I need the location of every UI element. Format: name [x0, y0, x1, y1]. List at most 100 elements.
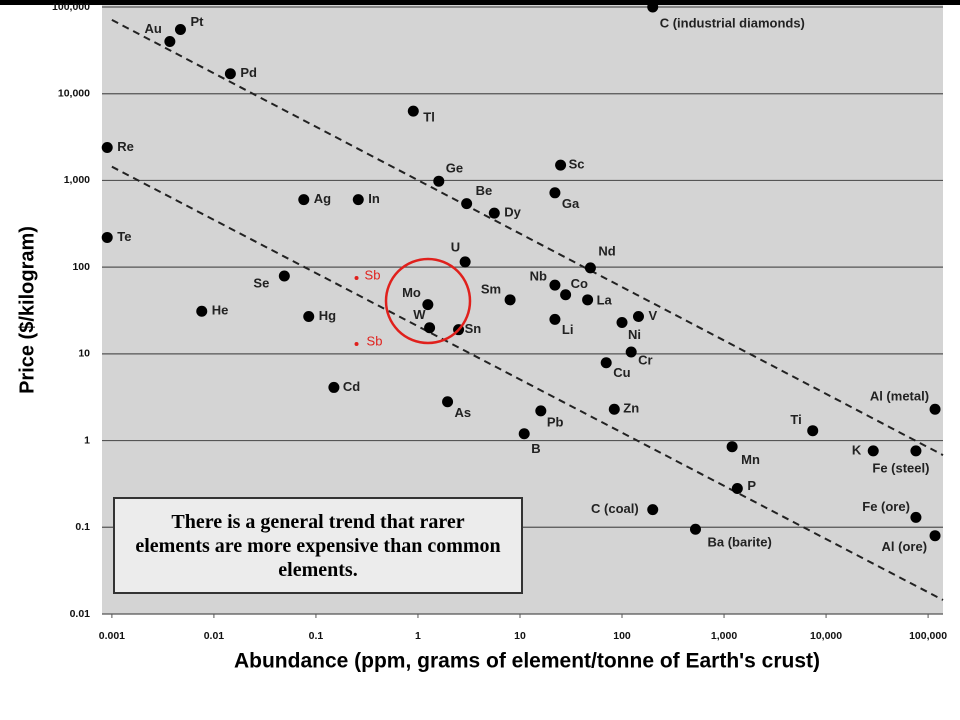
y-tick-label: 0.1 — [75, 521, 90, 533]
point — [625, 346, 637, 358]
point — [867, 445, 879, 457]
point-label: Pt — [190, 14, 204, 29]
point-label: La — [597, 292, 613, 307]
point-label: He — [212, 303, 229, 318]
point — [518, 428, 530, 440]
point — [442, 396, 454, 408]
point — [354, 341, 359, 346]
point — [224, 68, 236, 80]
point — [328, 381, 340, 393]
point — [582, 294, 594, 306]
point-label: Te — [117, 229, 131, 244]
point — [352, 194, 364, 206]
y-tick-label: 10,000 — [58, 87, 90, 99]
point-label: Tl — [423, 110, 435, 125]
point — [910, 445, 922, 457]
point — [689, 523, 701, 535]
point — [731, 483, 743, 495]
point — [616, 316, 628, 328]
point-label: Al (metal) — [870, 389, 929, 404]
point-label: Cr — [638, 352, 652, 367]
point — [196, 305, 208, 317]
annotation-box: There is a general trend that rarer elem… — [113, 497, 523, 594]
trend-line — [111, 19, 944, 456]
point-label: Cd — [343, 379, 360, 394]
point-label: Nb — [530, 269, 547, 284]
point — [461, 198, 473, 210]
trend-line — [111, 165, 944, 601]
point-label: As — [455, 405, 472, 420]
point-label: Hg — [319, 308, 336, 323]
highlight-circle — [384, 257, 472, 345]
point-label: W — [413, 307, 426, 322]
point — [726, 441, 738, 453]
point — [504, 294, 516, 306]
y-axis-title: Price ($/kilogram) — [16, 226, 38, 394]
point — [555, 159, 567, 171]
x-tick-label: 100,000 — [909, 630, 947, 642]
point — [608, 403, 620, 415]
point-label: Pd — [240, 65, 257, 80]
point-label: In — [368, 191, 380, 206]
point — [298, 194, 310, 206]
point-label: Cu — [613, 365, 630, 380]
point-label: Sb — [365, 267, 381, 282]
point-label: Sm — [481, 281, 501, 296]
point-label: Mn — [741, 452, 760, 467]
point-label: Ti — [790, 412, 801, 427]
point-label: Re — [117, 139, 134, 154]
point — [422, 299, 434, 311]
point — [549, 279, 561, 291]
x-tick-label: 100 — [613, 630, 631, 642]
x-tick-label: 1 — [415, 630, 421, 642]
point — [459, 256, 471, 268]
x-axis-title: Abundance (ppm, grams of element/tonne o… — [234, 650, 820, 673]
point-label: Ge — [446, 161, 463, 176]
point — [600, 357, 612, 369]
point — [560, 289, 572, 301]
x-tick-label: 0.01 — [204, 630, 225, 642]
x-tick-label: 0.001 — [99, 630, 125, 642]
y-tick-label: 1 — [84, 434, 90, 446]
point — [101, 231, 113, 243]
y-tick-label: 100,000 — [52, 1, 90, 13]
point-label: Ag — [314, 191, 331, 206]
point — [549, 187, 561, 199]
point-label: Li — [562, 322, 574, 337]
y-tick-label: 0.01 — [70, 608, 91, 620]
point — [647, 504, 659, 516]
point-label: Dy — [504, 205, 521, 220]
x-tick-label: 10 — [514, 630, 526, 642]
point — [101, 141, 113, 153]
y-tick-label: 10 — [78, 348, 90, 360]
point-label: C (industrial diamonds) — [660, 15, 805, 30]
point — [929, 403, 941, 415]
point — [303, 310, 315, 322]
point-label: Sn — [465, 321, 482, 336]
point — [407, 105, 419, 117]
point — [910, 511, 922, 523]
point — [354, 275, 359, 280]
point — [632, 310, 644, 322]
point-label: Sb — [367, 333, 383, 348]
point-label: Au — [145, 21, 162, 36]
point — [929, 530, 941, 542]
point-label: P — [747, 478, 756, 493]
point — [433, 175, 445, 187]
point — [488, 207, 500, 219]
point-label: Fe (ore) — [862, 499, 910, 514]
point-label: Fe (steel) — [872, 460, 929, 475]
point-label: Sc — [569, 157, 585, 172]
point-label: Ba (barite) — [707, 535, 771, 550]
point-label: C (coal) — [591, 501, 639, 516]
marks: Au Pt Pd C (industrial diamonds) Tl Re Te Ge Sc G… — [101, 1, 944, 601]
point-label: Ga — [562, 196, 580, 211]
x-tick-label: 1,000 — [711, 630, 737, 642]
point — [164, 36, 176, 48]
point-label: Pb — [547, 414, 564, 429]
point — [278, 270, 290, 282]
point-label: Zn — [623, 401, 639, 416]
top-bar — [0, 0, 960, 5]
